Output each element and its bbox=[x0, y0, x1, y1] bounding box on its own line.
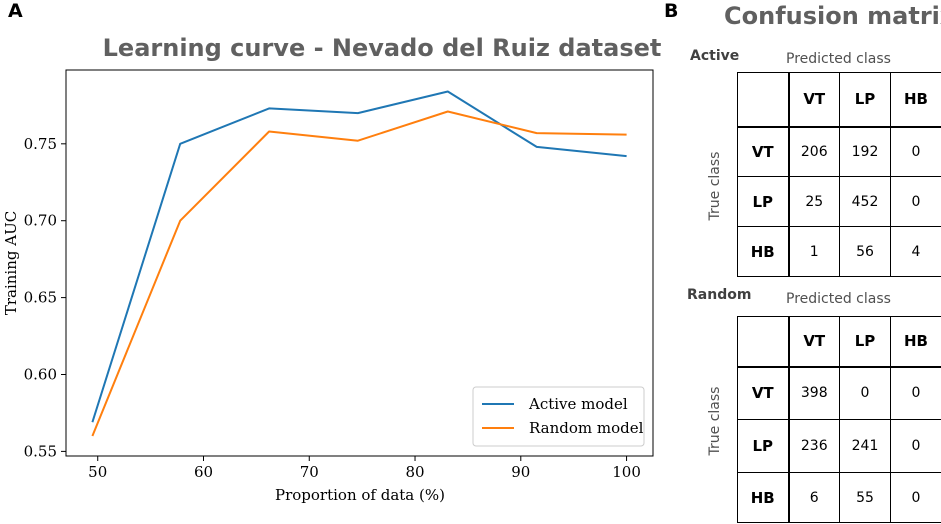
learning-curve-chart: Learning curve - Nevado del Ruiz dataset… bbox=[2, 34, 662, 504]
matrix-row-lp: LP 25 452 0 bbox=[737, 176, 941, 227]
matrix-corner bbox=[737, 316, 790, 368]
matrix-cell: 0 bbox=[890, 126, 941, 177]
matrix-header-row: VT LP HB bbox=[737, 316, 941, 368]
matrix-row-hb: HB 1 56 4 bbox=[737, 226, 941, 277]
random-confusion-matrix: VT LP HB VT 398 0 0 LP 236 241 0 HB 6 55… bbox=[737, 316, 941, 523]
y-tick-label: 0.60 bbox=[24, 365, 57, 383]
legend: Active model Random model bbox=[472, 386, 645, 447]
matrix-cell: 192 bbox=[839, 126, 891, 177]
y-tick-label: 0.70 bbox=[24, 212, 57, 230]
x-tick-label: 100 bbox=[612, 463, 641, 481]
panel-b-letter: B bbox=[664, 0, 679, 22]
matrix-cell: 0 bbox=[890, 176, 941, 227]
matrix-cell: 4 bbox=[890, 226, 941, 277]
active-predicted-class-label: Predicted class bbox=[786, 51, 891, 67]
matrix-cell: 55 bbox=[839, 472, 891, 523]
random-matrix-label: Random bbox=[687, 287, 752, 303]
row-header-hb: HB bbox=[737, 226, 790, 277]
x-tick-label: 90 bbox=[511, 463, 530, 481]
legend-box bbox=[472, 386, 645, 447]
legend-label-random: Random model bbox=[529, 419, 644, 437]
col-header-hb: HB bbox=[890, 72, 941, 128]
matrix-cell: 56 bbox=[839, 226, 891, 277]
row-header-vt: VT bbox=[737, 126, 790, 177]
matrix-corner bbox=[737, 72, 790, 128]
col-header-lp: LP bbox=[839, 316, 891, 368]
matrix-cell: 206 bbox=[788, 126, 840, 177]
col-header-lp: LP bbox=[839, 72, 891, 128]
col-header-vt: VT bbox=[788, 316, 840, 368]
y-axis-label: Training AUC bbox=[2, 211, 20, 315]
matrix-cell: 0 bbox=[890, 366, 941, 420]
matrix-row-hb: HB 6 55 0 bbox=[737, 472, 941, 523]
x-tick-label: 70 bbox=[300, 463, 319, 481]
x-tick-label: 60 bbox=[194, 463, 213, 481]
x-axis-label: Proportion of data (%) bbox=[275, 486, 445, 504]
random-true-class-label: True class bbox=[707, 386, 723, 456]
active-true-class-label: True class bbox=[707, 151, 723, 221]
col-header-vt: VT bbox=[788, 72, 840, 128]
matrix-cell: 25 bbox=[788, 176, 840, 227]
row-header-hb: HB bbox=[737, 472, 790, 523]
active-model-line bbox=[91, 90, 627, 423]
y-tick-label: 0.75 bbox=[24, 135, 57, 153]
active-confusion-matrix: VT LP HB VT 206 192 0 LP 25 452 0 HB 1 5… bbox=[737, 72, 941, 277]
row-header-lp: LP bbox=[737, 419, 790, 473]
matrix-row-lp: LP 236 241 0 bbox=[737, 419, 941, 473]
y-tick-label: 0.65 bbox=[24, 289, 57, 307]
matrix-cell: 241 bbox=[839, 419, 891, 473]
active-matrix-label: Active bbox=[690, 48, 740, 64]
plot-frame bbox=[65, 69, 654, 457]
matrix-header-row: VT LP HB bbox=[737, 72, 941, 128]
x-tick-label: 50 bbox=[88, 463, 107, 481]
y-axis: 0.55 0.60 0.65 0.70 0.75 bbox=[24, 135, 66, 460]
matrix-cell: 1 bbox=[788, 226, 840, 277]
matrix-cell: 0 bbox=[890, 472, 941, 523]
y-tick-label: 0.55 bbox=[24, 442, 57, 460]
random-model-line bbox=[91, 110, 627, 437]
series-lines bbox=[91, 90, 627, 437]
x-tick-label: 80 bbox=[405, 463, 424, 481]
row-header-lp: LP bbox=[737, 176, 790, 227]
matrix-row-vt: VT 398 0 0 bbox=[737, 366, 941, 420]
matrix-row-vt: VT 206 192 0 bbox=[737, 126, 941, 177]
matrix-cell: 6 bbox=[788, 472, 840, 523]
confusion-matrix-title: Confusion matrix bbox=[724, 2, 941, 30]
panel-a-letter: A bbox=[8, 0, 23, 22]
x-axis: 50 60 70 80 90 100 bbox=[88, 456, 641, 481]
matrix-cell: 452 bbox=[839, 176, 891, 227]
row-header-vt: VT bbox=[737, 366, 790, 420]
legend-label-active: Active model bbox=[528, 395, 628, 413]
matrix-cell: 0 bbox=[890, 419, 941, 473]
chart-title: Learning curve - Nevado del Ruiz dataset bbox=[103, 34, 662, 62]
matrix-cell: 236 bbox=[788, 419, 840, 473]
matrix-cell: 398 bbox=[788, 366, 840, 420]
col-header-hb: HB bbox=[890, 316, 941, 368]
matrix-cell: 0 bbox=[839, 366, 891, 420]
random-predicted-class-label: Predicted class bbox=[786, 291, 891, 307]
